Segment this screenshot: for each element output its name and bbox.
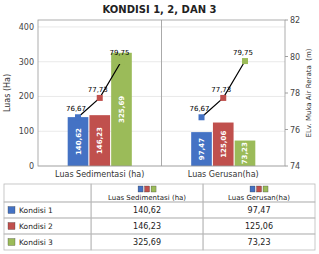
table-row-name: Kondisi 1 <box>19 206 53 215</box>
table-cell <box>91 234 203 250</box>
y2-axis-label: ELv. Muka Air Rerata (m) <box>305 48 313 137</box>
plot-frame <box>38 20 285 166</box>
bar-label: 325,69 <box>118 96 126 123</box>
row-swatch <box>8 239 15 246</box>
table-value: 325,69 <box>133 238 161 247</box>
header-swatch <box>263 186 268 192</box>
line-marker <box>242 58 248 64</box>
table-cell <box>203 184 315 202</box>
line-label: 76,67 <box>66 105 86 113</box>
y2-tick <box>285 166 288 167</box>
table-cell <box>203 202 315 218</box>
x-tick-label: Luas Gerusan(ha) <box>188 170 259 179</box>
y-tick-label: 100 <box>19 127 34 136</box>
line-marker <box>220 95 226 101</box>
bar <box>111 53 132 166</box>
row-swatch <box>8 223 15 230</box>
line-marker <box>118 58 124 64</box>
y-tick-label: 200 <box>19 92 34 101</box>
line-label: 77,73 <box>88 86 108 94</box>
bar-label: 97,47 <box>198 138 206 160</box>
y2-tick-label: 78 <box>290 89 300 98</box>
bar <box>68 117 89 166</box>
header-swatch <box>145 186 150 192</box>
bar <box>89 115 110 166</box>
line-marker <box>199 114 205 120</box>
table-value: 97,47 <box>248 206 271 215</box>
y2-tick-label: 80 <box>290 53 300 62</box>
group-separator <box>161 20 162 166</box>
table-value: 140,62 <box>133 206 161 215</box>
bar-label: 125,06 <box>220 131 228 158</box>
table-value: 146,23 <box>133 222 161 231</box>
table-cell <box>203 234 315 250</box>
line-label: 79,75 <box>109 49 129 57</box>
header-swatch <box>250 186 255 192</box>
table-row-name: Kondisi 3 <box>19 238 53 247</box>
table-cell <box>4 202 91 218</box>
bar-label: 73,23 <box>241 142 249 164</box>
table-cell <box>91 184 203 202</box>
table-cell <box>4 234 91 250</box>
labels: 140,62 97,47 146,23 125,06 325,69 73,23 76,67 7… <box>66 49 253 164</box>
table-cell <box>91 218 203 234</box>
table-row-name: Kondisi 2 <box>19 222 53 231</box>
header-swatch <box>257 186 262 192</box>
title: KONDISI 1, 2, DAN 3 <box>103 4 217 15</box>
y2-tick <box>285 93 288 94</box>
header-swatch <box>138 186 143 192</box>
y2-tick <box>285 56 288 57</box>
y2-tick <box>285 129 288 130</box>
line-marker <box>75 114 81 120</box>
table-value: 73,23 <box>248 238 271 247</box>
y2-tick-label: 74 <box>290 162 300 171</box>
bar <box>235 141 256 166</box>
table-header: Luas Gerusan(ha) <box>228 194 290 202</box>
y-tick-label: 300 <box>19 58 34 67</box>
chart: KONDISI 1, 2, DAN 3 0 100 200 300 400 74 76 78 80… <box>0 0 319 254</box>
x-tick-label: Luas Sedimentasi (ha) <box>55 170 144 179</box>
y2-tick <box>285 20 288 21</box>
table-cell <box>203 218 315 234</box>
table-value: 125,06 <box>245 222 273 231</box>
bar-label: 146,23 <box>96 127 104 154</box>
bar-label: 140,62 <box>75 128 83 155</box>
y2-tick-label: 82 <box>290 16 300 25</box>
line-label: 76,67 <box>189 105 209 113</box>
table-header: Luas Sedimentasi (ha) <box>108 194 186 202</box>
line-marker <box>97 95 103 101</box>
table-cell <box>4 218 91 234</box>
line-label: 79,75 <box>233 49 253 57</box>
table: Luas Sedimentasi (ha) Luas Gerusan(ha) Kon… <box>4 184 315 250</box>
table-cell <box>4 184 91 202</box>
y-tick-label: 0 <box>29 162 34 171</box>
table-cell <box>91 202 203 218</box>
header-swatch <box>151 186 156 192</box>
y2-tick-label: 76 <box>290 126 300 135</box>
y-tick-label: 400 <box>19 23 34 32</box>
bar <box>191 132 212 166</box>
line-label: 77,73 <box>211 86 231 94</box>
row-swatch <box>8 207 15 214</box>
bar <box>213 123 234 166</box>
y-axis-label: Luas (Ha) <box>3 74 12 112</box>
